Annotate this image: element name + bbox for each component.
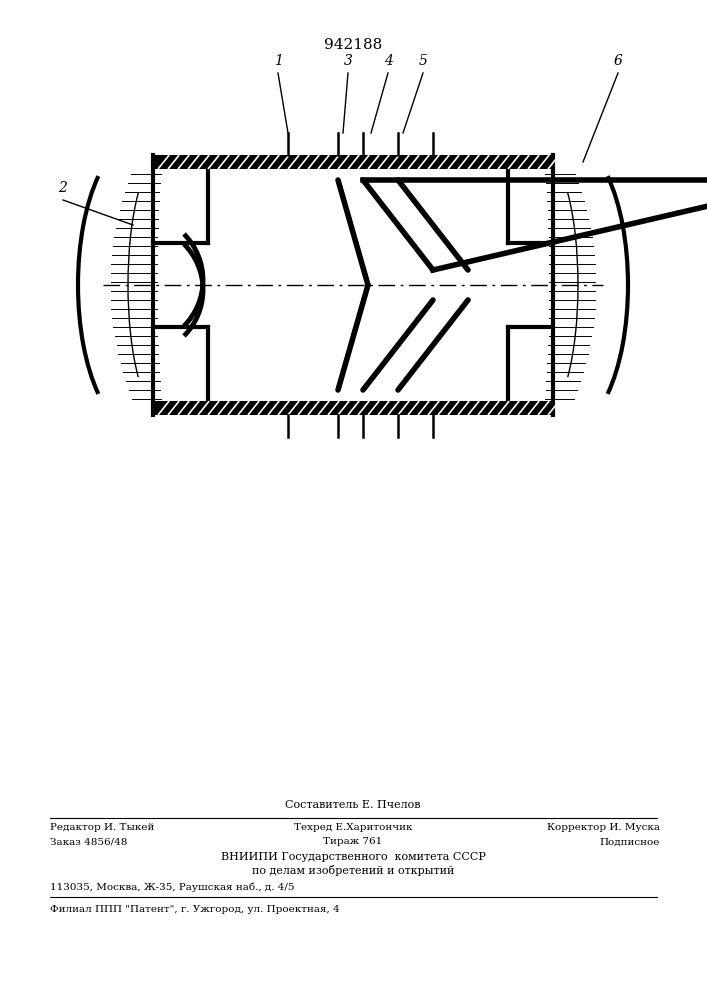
Text: 6: 6 — [614, 54, 622, 68]
Text: Филиал ППП "Патент", г. Ужгород, ул. Проектная, 4: Филиал ППП "Патент", г. Ужгород, ул. Про… — [50, 906, 339, 914]
Polygon shape — [155, 155, 551, 169]
Text: 113035, Москва, Ж-35, Раушская наб., д. 4/5: 113035, Москва, Ж-35, Раушская наб., д. … — [50, 882, 295, 892]
Text: Составитель Е. Пчелов: Составитель Е. Пчелов — [285, 800, 421, 810]
Text: Заказ 4856/48: Заказ 4856/48 — [50, 838, 127, 846]
Text: Редактор И. Тыкей: Редактор И. Тыкей — [50, 824, 154, 832]
Text: Техред Е.Харитончик: Техред Е.Харитончик — [293, 824, 412, 832]
Text: 3: 3 — [344, 54, 352, 68]
Text: 1: 1 — [274, 54, 282, 68]
Polygon shape — [155, 401, 551, 415]
Text: Подписное: Подписное — [600, 838, 660, 846]
Text: Корректор И. Муска: Корректор И. Муска — [547, 824, 660, 832]
Text: ВНИИПИ Государственного  комитета СССР: ВНИИПИ Государственного комитета СССР — [221, 852, 486, 862]
Text: Тираж 761: Тираж 761 — [323, 838, 382, 846]
Text: 2: 2 — [59, 181, 67, 195]
Text: 4: 4 — [384, 54, 392, 68]
Text: 5: 5 — [419, 54, 428, 68]
Text: по делам изобретений и открытий: по делам изобретений и открытий — [252, 865, 454, 876]
Text: 942188: 942188 — [324, 38, 382, 52]
